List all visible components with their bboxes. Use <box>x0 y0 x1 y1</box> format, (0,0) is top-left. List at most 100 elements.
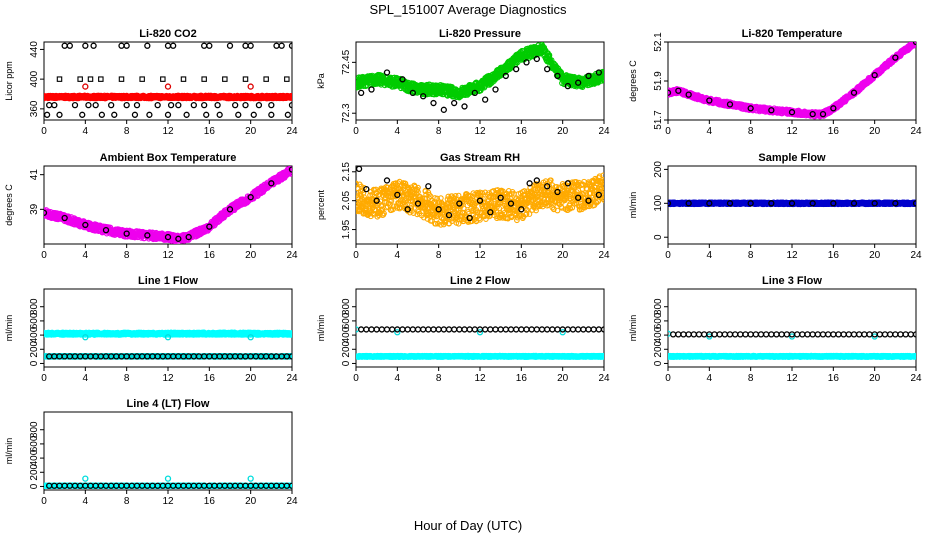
data-point <box>484 213 491 219</box>
data-point <box>160 76 166 82</box>
series-2 <box>358 55 602 113</box>
x-tick-label: 12 <box>162 126 174 137</box>
data-point <box>486 190 492 196</box>
x-tick-label: 16 <box>516 250 528 261</box>
series-6 <box>44 92 292 102</box>
data-point <box>455 220 462 227</box>
data-point <box>98 111 106 118</box>
data-point <box>474 209 481 216</box>
data-point <box>206 223 213 230</box>
data-point <box>131 111 139 118</box>
data-point <box>118 76 125 82</box>
data-point <box>451 195 458 202</box>
data-point <box>247 42 254 49</box>
y-tick-label: 360 <box>29 100 40 117</box>
data-point <box>505 187 512 194</box>
data-point <box>175 235 182 242</box>
x-tick-label: 20 <box>557 250 569 261</box>
data-point <box>206 42 213 49</box>
data-point <box>892 54 899 61</box>
data-point <box>185 233 192 241</box>
data-point <box>79 111 86 118</box>
panel-title: Gas Stream RH <box>440 152 520 164</box>
data-point <box>544 65 551 73</box>
data-point <box>432 220 439 227</box>
data-point <box>383 69 391 76</box>
data-point <box>595 69 602 76</box>
data-point <box>768 107 775 114</box>
data-point <box>268 101 275 109</box>
y-tick-label: 72.45 <box>341 49 352 74</box>
data-point <box>226 206 234 213</box>
y-tick-label: 51.9 <box>653 71 664 91</box>
data-point <box>44 111 51 118</box>
data-point <box>250 111 257 118</box>
x-tick-label: 0 <box>41 250 47 261</box>
series-1 <box>56 76 290 82</box>
x-tick-label: 12 <box>474 250 486 261</box>
data-point <box>82 83 89 90</box>
x-tick-label: 8 <box>124 250 130 261</box>
data-point <box>420 93 427 100</box>
data-point <box>363 205 370 212</box>
data-point <box>455 192 462 199</box>
data-point <box>288 101 292 109</box>
data-point <box>46 101 53 109</box>
data-point <box>398 183 405 189</box>
data-point <box>201 101 208 109</box>
y-tick-label: 51.7 <box>653 110 664 130</box>
data-point <box>912 42 916 44</box>
data-point <box>56 111 63 118</box>
data-point <box>675 87 682 94</box>
data-point <box>402 198 409 204</box>
figure-title: SPL_151007 Average Diagnostics <box>369 2 567 17</box>
data-point <box>554 72 561 80</box>
series-group <box>668 42 916 120</box>
data-point <box>144 232 151 239</box>
data-point <box>491 212 497 219</box>
data-point <box>216 111 223 118</box>
y-tick-label: 52.1 <box>653 32 664 52</box>
y-tick-label: 39 <box>29 203 40 215</box>
data-point <box>601 77 604 83</box>
data-point <box>434 205 441 211</box>
data-point <box>255 101 263 109</box>
data-point <box>410 210 417 216</box>
data-point <box>443 217 449 224</box>
x-tick-label: 12 <box>786 126 798 137</box>
data-point <box>51 101 58 109</box>
data-point <box>85 101 92 109</box>
data-point <box>278 42 285 49</box>
panel-title: Li-820 CO2 <box>139 28 196 40</box>
data-point <box>819 111 827 118</box>
data-point <box>479 190 486 196</box>
data-point <box>685 91 692 98</box>
data-point <box>426 191 432 198</box>
data-point <box>668 89 672 96</box>
x-tick-label: 16 <box>204 126 216 137</box>
series-4 <box>44 111 292 118</box>
x-tick-label: 12 <box>474 126 486 137</box>
series-2 <box>668 42 916 118</box>
data-point <box>492 86 499 93</box>
y-axis-label: kPa <box>316 73 326 89</box>
series-1 <box>44 166 292 244</box>
data-point <box>368 86 375 93</box>
y-tick-label: 2.05 <box>341 190 352 210</box>
data-point <box>71 101 79 109</box>
data-point <box>788 109 796 116</box>
panel-title: Ambient Box Temperature <box>100 152 237 164</box>
data-point <box>409 89 416 97</box>
data-point <box>502 72 509 80</box>
y-axis-label: Licor ppm <box>4 61 14 101</box>
x-tick-label: 16 <box>516 126 528 137</box>
x-tick-label: 4 <box>83 250 89 261</box>
y-tick-label: 72.3 <box>341 103 352 123</box>
x-tick-label: 20 <box>557 126 569 137</box>
data-point <box>284 111 292 118</box>
